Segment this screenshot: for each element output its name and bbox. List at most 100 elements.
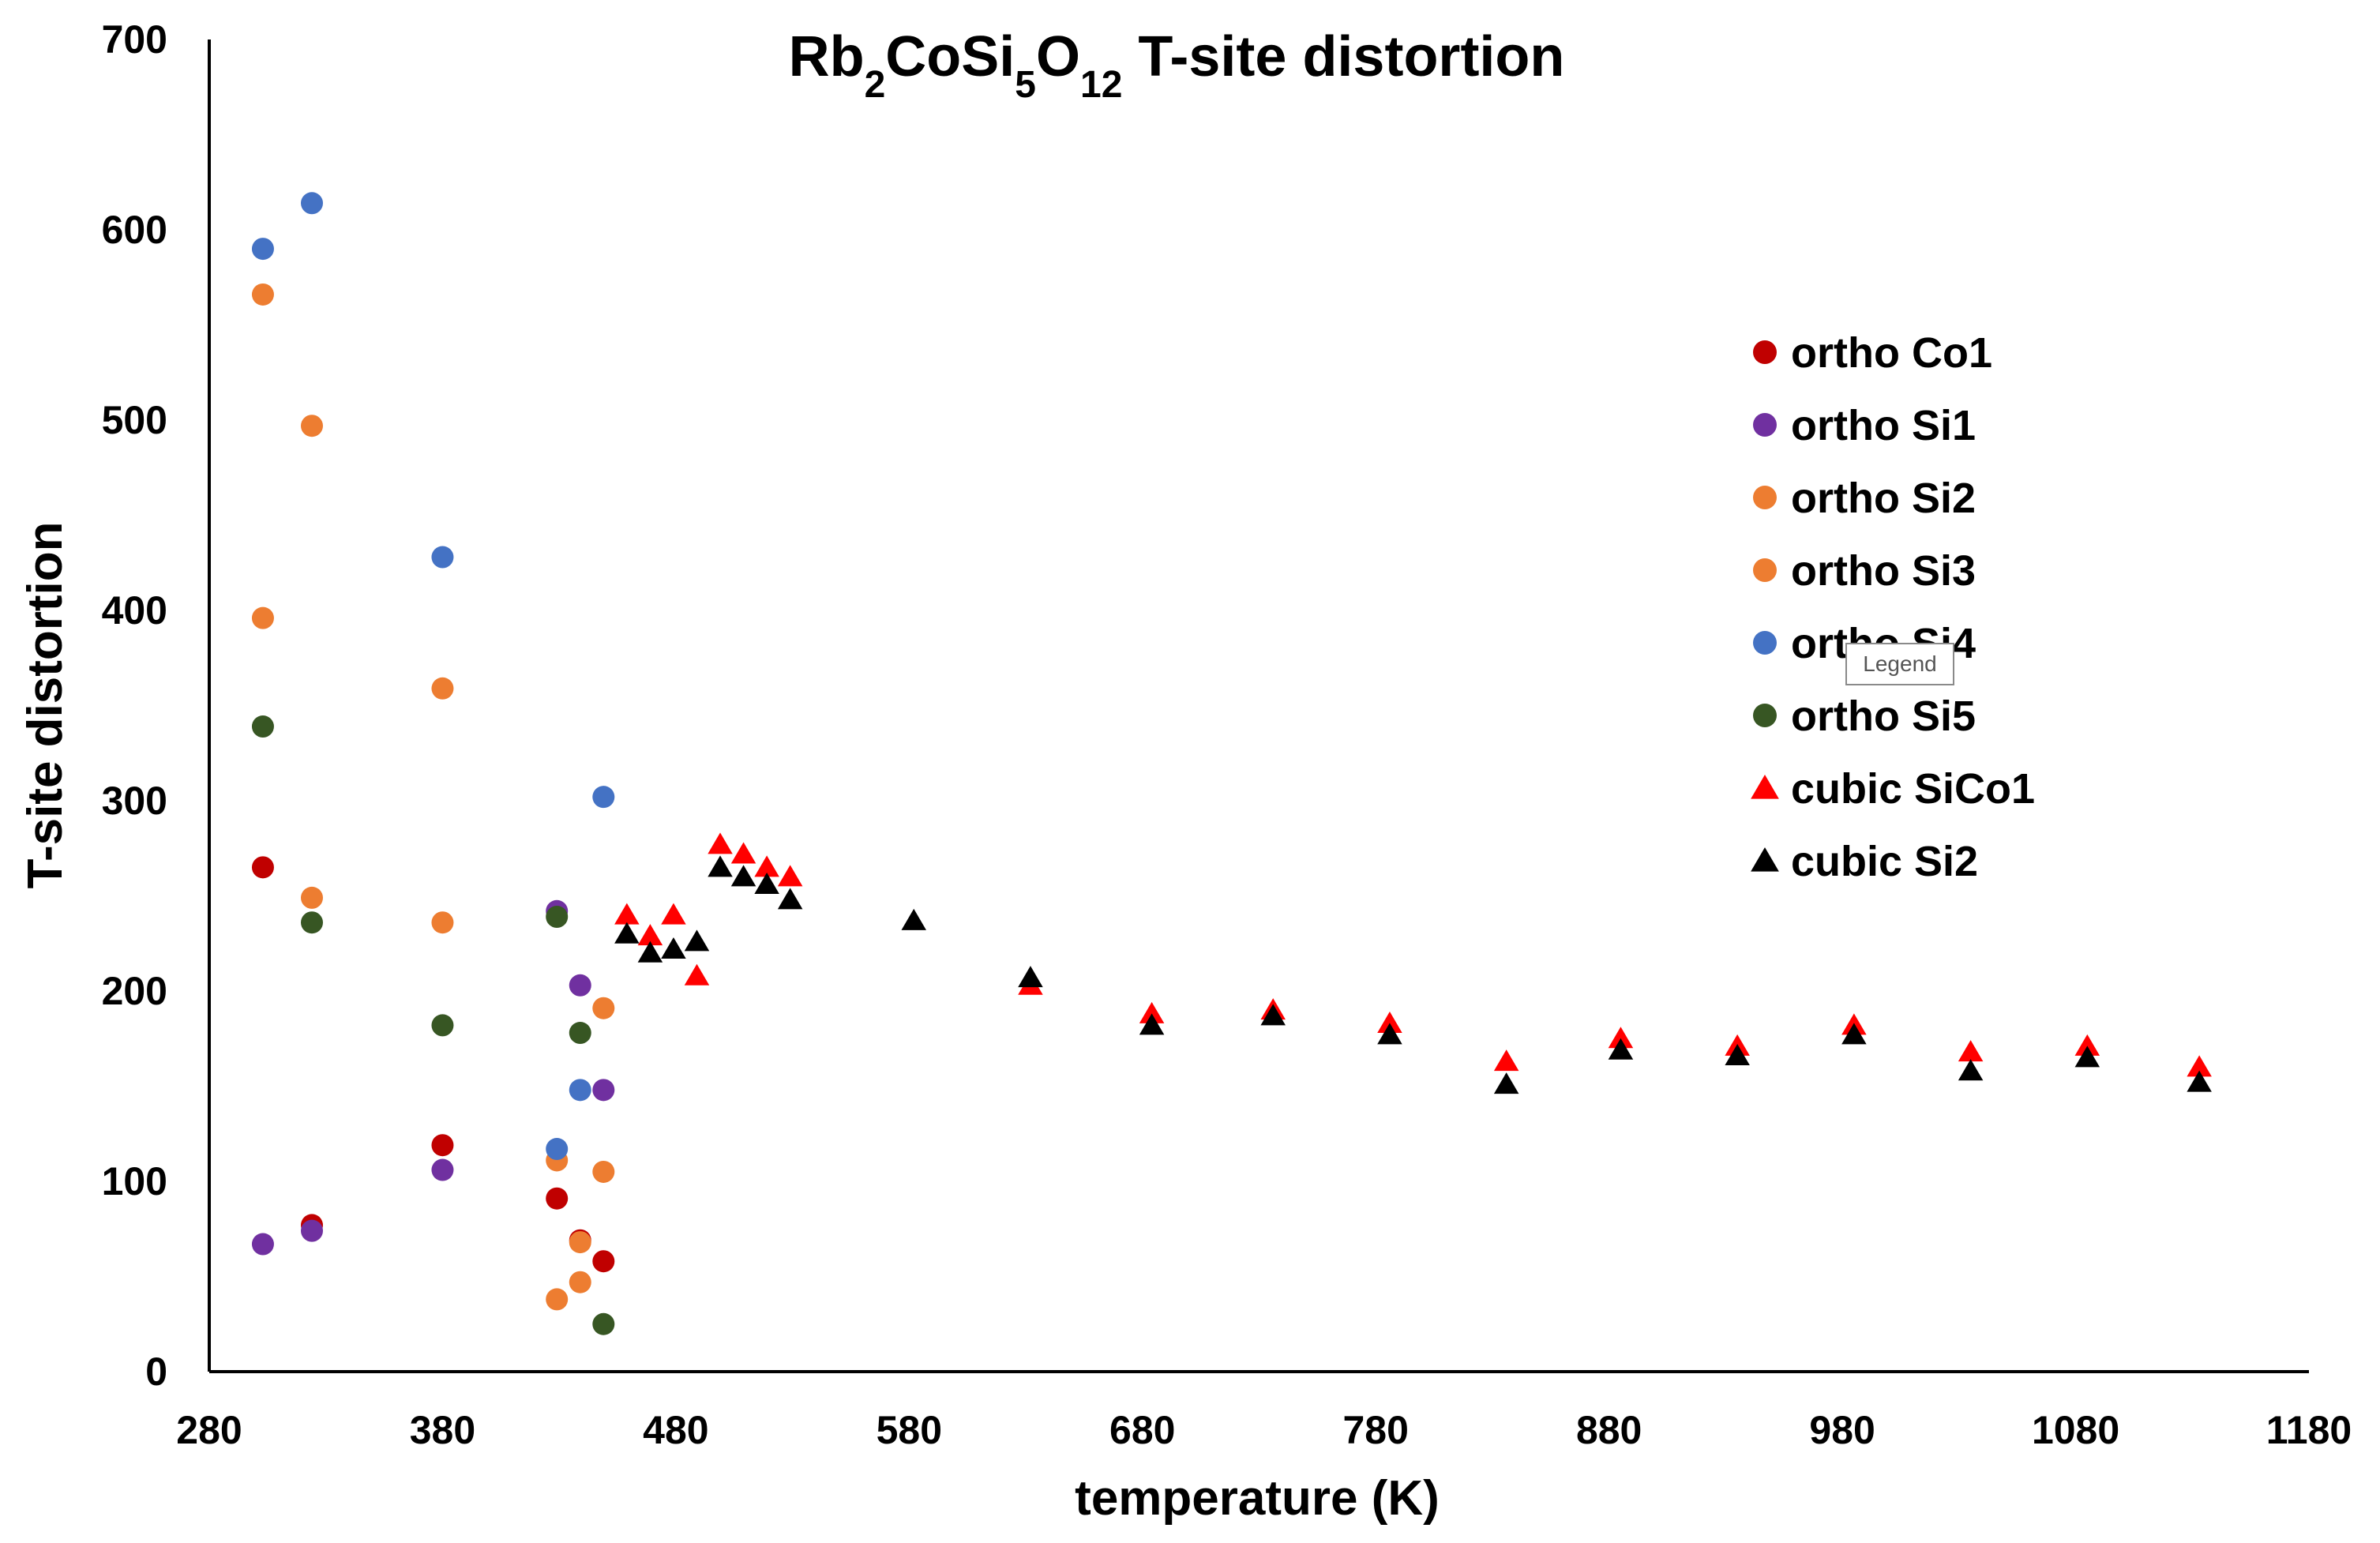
data-point [2187,1070,2212,1092]
data-point [2074,1046,2100,1068]
data-point [300,1219,323,1242]
data-point [569,1271,591,1293]
data-point [251,238,274,261]
legend-item-ortho-si3[interactable]: ortho Si3 [1753,547,1976,595]
data-point [569,974,591,997]
data-point [754,855,779,877]
x-tick-label: 380 [410,1408,475,1452]
data-point [251,715,274,738]
data-point [2187,1055,2212,1077]
data-point [901,908,926,930]
data-point [431,1158,454,1181]
data-point [300,911,323,934]
axes [208,39,2309,1373]
data-point [431,677,454,700]
data-point [1841,1023,1867,1045]
legend-marker [1753,704,1777,727]
series-ortho-si5 [251,715,615,1335]
data-point [1958,1040,1984,1062]
data-point [569,1231,591,1254]
legend-label: ortho Co1 [1791,329,1992,377]
tooltip-text: Legend [1863,651,1936,676]
data-point [251,606,274,629]
legend-marker [1753,413,1777,437]
data-point [569,1079,591,1102]
data-point [1377,1011,1402,1033]
y-tick-label: 500 [102,398,167,442]
data-point [637,924,663,946]
legend-label: ortho Si3 [1791,547,1976,595]
data-point [300,415,323,437]
x-tick-label: 980 [1809,1408,1875,1452]
data-point [546,1138,569,1161]
legend-label: ortho Si1 [1791,402,1976,449]
legend[interactable]: ortho Co1 ortho Si1 ortho Si2 ortho Si3 orth… [1751,329,2035,885]
x-tick-label: 780 [1343,1408,1409,1452]
chart-title: Rb2CoSi5O12 T-site distortion [789,25,1565,106]
data-point [1260,1004,1286,1026]
data-point [2074,1034,2100,1056]
data-point [1139,1013,1165,1035]
data-point [684,963,710,985]
data-point [637,940,663,963]
data-point [592,997,615,1019]
x-tick-label: 880 [1576,1408,1642,1452]
data-point [546,1288,569,1311]
data-point [1493,1049,1519,1072]
y-tick-label: 400 [102,588,167,633]
data-point [777,865,803,887]
data-point [661,937,686,959]
legend-label: cubic Si2 [1791,838,1978,885]
y-axis-title: T-site distortion [18,522,73,889]
data-point [431,1134,454,1157]
data-point [546,1187,569,1210]
x-tick-label: 680 [1109,1408,1175,1452]
data-point [251,856,274,879]
data-point [592,1160,615,1183]
legend-marker [1753,486,1777,509]
y-tick-label: 600 [102,208,167,252]
x-tick-label: 580 [877,1408,942,1452]
data-point [431,1014,454,1037]
legend-label: ortho Si5 [1791,693,1976,740]
data-point [614,903,640,925]
series-cubic-si2 [614,855,2212,1094]
data-point [431,911,454,934]
y-tick-labels: 0 100 200 300 400 500 600 700 [102,17,167,1394]
x-tick-label: 480 [643,1408,708,1452]
x-tick-label: 1180 [2266,1408,2352,1452]
legend-item-ortho-co1[interactable]: ortho Co1 [1753,329,1992,377]
data-point [251,283,274,306]
legend-item-ortho-si2[interactable]: ortho Si2 [1753,475,1976,522]
data-point [708,832,733,854]
data-point [661,903,686,925]
data-point [684,929,710,952]
data-point [592,1079,615,1102]
legend-marker [1751,847,1779,872]
data-point [614,922,640,944]
data-point [777,888,803,910]
x-tick-label: 280 [176,1408,242,1452]
y-tick-label: 700 [102,17,167,62]
y-tick-label: 200 [102,969,167,1013]
legend-item-cubic-sico1[interactable]: cubic SiCo1 [1751,765,2035,813]
data-point [1725,1043,1750,1065]
data-point [1608,1027,1634,1049]
data-point [300,886,323,909]
data-point [754,873,779,895]
legend-item-cubic-si2[interactable]: cubic Si2 [1751,838,1978,885]
data-point [592,786,615,809]
legend-label: cubic SiCo1 [1791,765,2035,813]
x-axis-title: temperature (K) [1075,1471,1440,1526]
data-point [730,842,756,864]
data-point [569,1022,591,1045]
y-tick-label: 0 [145,1350,167,1394]
data-point [431,546,454,569]
data-point [300,192,323,215]
legend-item-ortho-si5[interactable]: ortho Si5 [1753,693,1976,740]
series-ortho-si2 [251,283,615,1254]
legend-item-ortho-si1[interactable]: ortho Si1 [1753,402,1976,449]
x-tick-label: 1080 [2032,1408,2119,1452]
legend-marker [1753,340,1777,364]
